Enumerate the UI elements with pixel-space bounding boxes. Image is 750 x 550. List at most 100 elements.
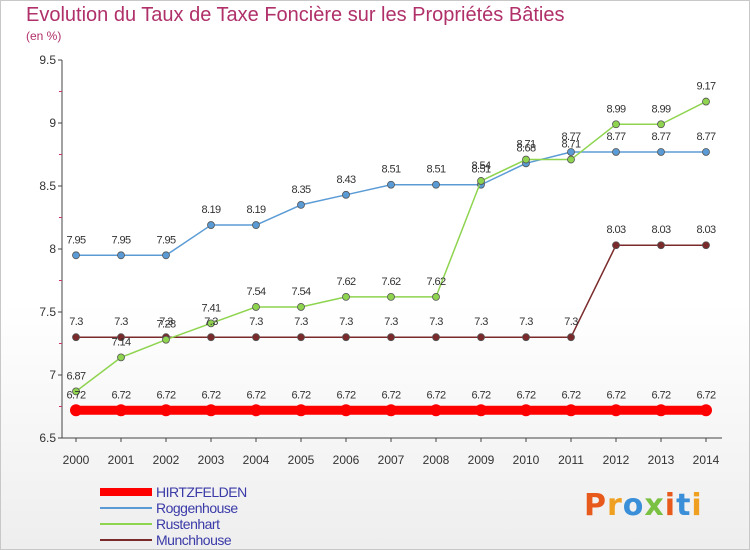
data-label: 7.3 [384,316,398,328]
data-point [72,387,80,396]
x-tick-label: 2007 [378,453,405,467]
data-point [385,404,397,417]
x-tick-label: 2010 [513,453,540,467]
data-point [657,120,665,129]
x-tick-label: 2008 [423,453,450,467]
legend-swatch [100,539,152,541]
logo-letter: o [622,488,645,523]
data-point [297,200,305,209]
chart-title: Evolution du Taux de Taxe Foncière sur l… [26,4,565,26]
logo-letter: i [664,488,677,523]
chart-subtitle: (en %) [26,29,62,43]
data-label: 8.99 [651,103,670,115]
data-point [612,120,620,129]
data-label: 6.72 [66,389,85,401]
y-tick-label: 8 [49,242,56,256]
data-label: 8.68 [516,142,535,154]
x-tick-label: 2009 [468,453,495,467]
data-point [252,303,260,311]
data-label: 8.43 [336,174,355,186]
data-point [72,251,80,260]
data-label: 9.17 [696,81,715,93]
data-point [160,404,172,417]
data-label: 6.72 [201,389,220,401]
data-point [610,404,622,417]
data-label: 8.03 [606,224,625,236]
legend-item: Munchhouse [100,532,232,548]
logo-letter: r [607,488,623,523]
x-tick-label: 2006 [333,453,360,467]
data-label: 6.72 [606,389,625,401]
data-label: 8.51 [471,164,490,176]
data-label: 8.19 [201,204,220,216]
data-label: 8.77 [561,131,580,143]
data-label: 7.3 [339,316,353,328]
x-tick-label: 2003 [198,453,225,467]
legend-label: HIRTZFELDEN [156,484,247,500]
data-label: 6.72 [381,389,400,401]
data-point [702,97,710,106]
x-tick-label: 2001 [108,453,135,467]
data-point [162,251,170,260]
data-point [700,404,712,417]
data-label: 8.19 [246,204,265,216]
data-label: 8.77 [606,131,625,143]
x-tick-label: 2011 [558,453,584,467]
data-point [475,404,487,417]
legend-item: HIRTZFELDEN [100,484,247,500]
data-label: 7.62 [381,276,400,288]
logo-letter: P [584,488,607,523]
data-point [432,180,440,189]
data-label: 7.41 [201,302,220,314]
proxiti-logo: Proxiti [584,488,703,523]
data-label: 8.77 [696,131,715,143]
data-point [430,404,442,417]
x-tick-label: 2002 [153,453,180,467]
data-label: 7.14 [111,336,130,348]
data-label: 6.72 [561,389,580,401]
x-tick-label: 2014 [693,453,720,467]
x-tick-label: 2005 [288,453,315,467]
legend-swatch [100,523,152,525]
data-label: 7.62 [336,276,355,288]
data-point [340,404,352,417]
data-point [567,333,575,342]
legend-label: Munchhouse [156,532,232,548]
data-point [70,404,82,417]
data-label: 7.54 [246,286,265,298]
data-point [522,155,530,164]
data-point [252,221,260,229]
data-point [520,404,532,417]
data-point [72,333,80,342]
data-label: 6.72 [111,389,130,401]
data-point [387,333,395,342]
data-point [432,292,440,301]
data-label: 6.72 [426,389,445,401]
data-point [205,404,217,417]
data-label: 7.95 [66,234,85,246]
data-label: 6.72 [471,389,490,401]
data-label: 8.54 [471,160,490,172]
data-label: 6.72 [651,389,670,401]
data-label: 8.35 [291,184,310,196]
data-point [567,148,575,156]
data-label: 7.3 [69,316,83,328]
data-point [657,241,665,250]
data-label: 8.51 [381,164,400,176]
data-label: 7.95 [156,234,175,246]
data-point [117,333,125,342]
data-point [522,333,530,342]
data-point [342,292,350,301]
data-label: 6.72 [156,389,175,401]
data-label: 8.77 [651,131,670,143]
data-point [252,333,260,342]
logo-letter: x [644,488,665,523]
data-label: 8.51 [426,164,445,176]
data-label: 7.3 [474,316,488,328]
series-line-rustenhart [75,100,707,393]
data-label: 7.54 [291,286,310,298]
data-point [657,148,665,156]
data-point [655,404,667,417]
